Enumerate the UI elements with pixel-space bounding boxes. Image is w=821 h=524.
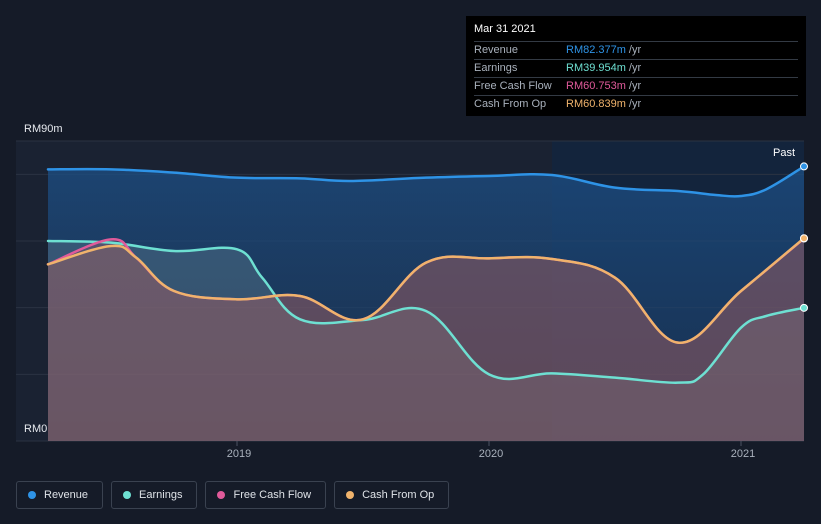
area-revenue xyxy=(48,166,804,441)
tooltip-series-name: Cash From Op xyxy=(474,98,547,110)
legend-dot-icon xyxy=(346,491,355,499)
legend-dot-icon xyxy=(28,491,36,499)
x-tick-2020: 2020 xyxy=(478,448,504,460)
tooltip-row-free-cash-flow: Free Cash Flow RM60.753m /yr xyxy=(474,77,798,94)
tooltip-row-cash-from-op: Cash From Op RM60.839m /yr xyxy=(474,95,798,112)
area-free-cash-flow xyxy=(48,238,804,441)
area-cash-from-op xyxy=(48,238,804,441)
tooltip-series-value: RM39.954m xyxy=(566,62,626,74)
legend-item-free-cash-flow[interactable]: Free Cash Flow xyxy=(205,481,327,509)
legend-dot-icon xyxy=(217,491,226,499)
legend-label: Free Cash Flow xyxy=(233,489,312,501)
legend-label: Revenue xyxy=(44,489,89,501)
legend-item-revenue[interactable]: Revenue xyxy=(16,481,104,509)
tooltip-series-name: Revenue xyxy=(474,44,519,56)
x-tick-2021: 2021 xyxy=(730,448,756,460)
tooltip-series-value: RM60.753m xyxy=(566,80,626,92)
tooltip-series-value: RM82.377m xyxy=(566,44,626,56)
y-axis-max-label: RM90m xyxy=(24,123,63,135)
legend-item-cash-from-op[interactable]: Cash From Op xyxy=(334,481,450,509)
end-marker-revenue xyxy=(800,162,808,171)
legend-dot-icon xyxy=(123,491,132,499)
tooltip-row-earnings: Earnings RM39.954m /yr xyxy=(474,59,798,76)
tooltip-series-unit: /yr xyxy=(628,44,642,56)
tooltip-series-name: Earnings xyxy=(474,62,518,74)
legend-item-earnings[interactable]: Earnings xyxy=(111,481,198,509)
line-cash-from-op xyxy=(46,236,806,344)
end-marker-cash-from-op xyxy=(800,234,808,243)
area-earnings xyxy=(48,241,804,441)
tooltip-series-unit: /yr xyxy=(628,62,642,74)
series-lines xyxy=(46,165,806,384)
tooltip-series-unit: /yr xyxy=(628,98,642,110)
line-earnings xyxy=(46,239,806,384)
series-areas xyxy=(48,166,804,441)
x-tick-2019: 2019 xyxy=(226,448,252,460)
tooltip-date: Mar 31 2021 xyxy=(474,23,536,35)
line-revenue xyxy=(46,165,806,198)
tooltip-series-name: Free Cash Flow xyxy=(474,80,552,92)
tooltip-row-revenue: Revenue RM82.377m /yr xyxy=(474,41,798,58)
legend-label: Cash From Op xyxy=(362,489,435,501)
tooltip-series-value: RM60.839m xyxy=(566,98,626,110)
end-marker-earnings xyxy=(800,303,808,312)
legend-label: Earnings xyxy=(139,489,183,501)
hover-tooltip: Mar 31 2021 Revenue RM82.377m /yr Earnin… xyxy=(466,16,806,116)
tooltip-series-unit: /yr xyxy=(628,80,642,92)
chart-legend: Revenue Earnings Free Cash Flow Cash Fro… xyxy=(16,481,450,509)
y-axis-min-label: RM0 xyxy=(24,423,48,435)
series-end-markers xyxy=(800,162,808,312)
past-region-label: Past xyxy=(773,147,796,159)
